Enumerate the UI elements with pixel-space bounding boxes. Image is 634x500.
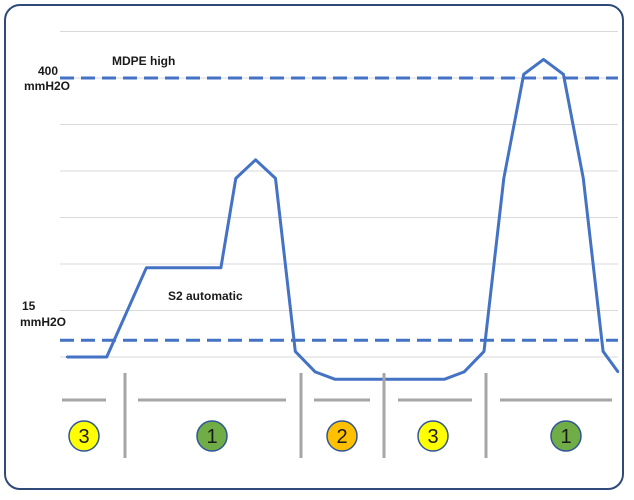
threshold-label-0: MDPE high <box>112 54 175 68</box>
phase-circle-3 <box>417 420 449 452</box>
threshold-unit-1: mmH2O <box>20 315 66 329</box>
phase-circle-4 <box>550 420 582 452</box>
threshold-value-1: 15 <box>22 299 36 313</box>
series-point-19 <box>601 350 605 353</box>
series-point-0 <box>65 355 69 359</box>
series-point-5 <box>234 177 237 180</box>
series-point-15 <box>522 73 525 76</box>
phase-circle-1 <box>196 420 228 452</box>
series-point-14 <box>502 177 506 180</box>
threshold-label-1: S2 automatic <box>168 289 243 303</box>
threshold-unit-0: mmH2O <box>24 79 70 93</box>
phase-number-1: 1 <box>206 426 217 448</box>
phase-number-2: 2 <box>336 426 347 448</box>
series-point-7 <box>274 177 277 180</box>
series-point-12 <box>462 370 466 374</box>
series-point-1 <box>105 355 108 359</box>
series-point-16 <box>542 58 545 61</box>
series-point-2 <box>145 266 148 269</box>
phase-number-3: 3 <box>427 426 438 448</box>
series-point-17 <box>562 73 565 76</box>
phase-bar: 3 1 2 3 1 <box>62 373 612 458</box>
phase-number-4: 1 <box>560 426 571 448</box>
series-point-3 <box>165 266 168 269</box>
series-point-6 <box>254 158 257 162</box>
series-point-9 <box>313 370 317 374</box>
phase-circle-0 <box>68 420 100 452</box>
phase-circle-2 <box>326 420 358 452</box>
series-point-8 <box>294 350 297 353</box>
phase-number-0: 3 <box>78 426 89 448</box>
series-point-4 <box>219 266 223 269</box>
series-point-10 <box>333 378 337 381</box>
threshold-value-0: 400 <box>38 64 58 78</box>
series-point-20 <box>616 370 620 374</box>
series-point-13 <box>482 350 486 353</box>
series-line-0 <box>67 57 620 381</box>
series-point-11 <box>443 378 446 381</box>
series-group <box>65 57 620 381</box>
gridlines <box>60 31 618 358</box>
series-point-18 <box>582 177 585 180</box>
